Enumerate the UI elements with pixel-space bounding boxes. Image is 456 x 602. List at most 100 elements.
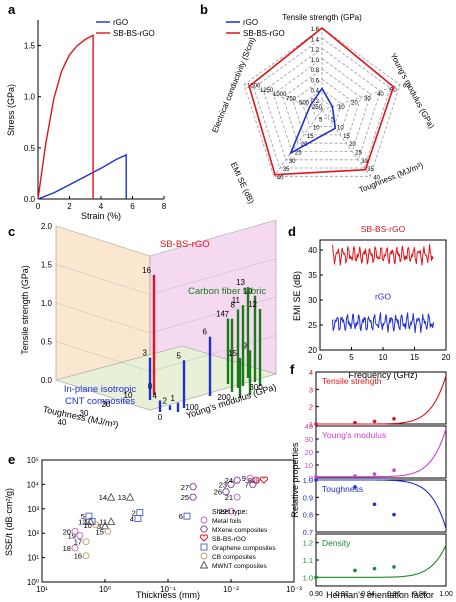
radar-tick-label: 1250 [260, 88, 274, 94]
radar-spoke [273, 109, 323, 177]
point-label-e: 15 [96, 527, 104, 536]
x-tick-label-a: 2 [67, 202, 72, 211]
radar-tick-label: 40 [277, 175, 284, 181]
bar-label-c: 8 [231, 300, 236, 309]
y-tick-label-c: 0 [158, 413, 163, 422]
point-f [372, 419, 377, 424]
y-tick-label-f: 1.0 [303, 573, 313, 582]
legend-label-e: Metal foils [212, 518, 242, 525]
bar-label-c: 5 [177, 351, 182, 360]
point-label-e: 19 [68, 532, 76, 541]
point-e-15 [104, 527, 112, 535]
y-tick-label-f: 0.9 [303, 493, 313, 502]
point-e-9 [246, 474, 254, 482]
panel-label-e: e [8, 452, 15, 467]
radar-tick-label: 10 [337, 126, 344, 132]
x-tick-label-e: 10¹ [36, 585, 48, 594]
radar-tick-label: 500 [299, 101, 310, 107]
radar-tick-label: 1.4 [311, 37, 320, 43]
point-label-e: 1 [84, 518, 88, 527]
legend-label-e: MWNT composites [212, 563, 268, 570]
point-label-e: 7 [245, 480, 249, 489]
panel-f: f Relative properties Herman's orientati… [290, 362, 453, 600]
point-label-e: 20 [63, 527, 71, 536]
radar-tick-label: 1.0 [311, 58, 320, 64]
point-label-e: 24 [225, 476, 233, 485]
point-label-e: 14 [99, 493, 107, 502]
point-e-5 [85, 512, 93, 520]
point-label-e: 27 [181, 483, 189, 492]
panel-label-d: d [288, 224, 296, 239]
y-tick-label-f: 0.7 [303, 528, 313, 537]
point-e-3 [100, 521, 110, 530]
legend-label-e: SB-BS-rGO [212, 536, 246, 543]
point-label-e: 16 [74, 552, 82, 561]
point-e-27 [189, 483, 198, 491]
radar-tick-label: 0.2 [311, 99, 320, 105]
x-tick-label-a: 8 [162, 202, 167, 211]
point-e-14 [106, 492, 116, 501]
grid-line-c [149, 219, 277, 257]
point-label-e: 25 [181, 493, 189, 502]
radar-tick-label: 1500 [247, 84, 261, 90]
point-e-23 [227, 481, 235, 488]
y-tick-label-f: 4 [309, 368, 313, 377]
x-tick-label-c: 0 [148, 382, 153, 391]
series-label-d: rGO [375, 292, 391, 302]
point-f [392, 512, 396, 517]
panel-label-c: c [8, 224, 15, 239]
radar-tick-label: 25 [295, 150, 302, 156]
axis-label-x-f: Herman's orientation factor [326, 590, 434, 600]
y-tick-label-a: 1.0 [24, 93, 36, 102]
x-tick-label-f: 0.96 [387, 591, 401, 598]
bar-label-c: 9 [243, 341, 248, 350]
legend-marker-e [200, 543, 208, 551]
bar-label-c: 7 [225, 310, 230, 319]
point-label-e: 17 [74, 538, 82, 547]
radar-grid-ring [253, 37, 391, 169]
legend-marker-e [199, 560, 209, 569]
axis-label-z-c: Tensile strength (GPa) [20, 265, 30, 355]
bar-label-c: 13 [236, 278, 245, 287]
curve-f [316, 428, 447, 478]
series-line-a-SB-BS-rGO [37, 34, 94, 200]
x-tick-label-c: 30 [80, 409, 89, 418]
x-tick-label-f: 0.94 [361, 591, 375, 598]
radar-series-SB-BS-rGO [248, 26, 395, 176]
radar-spoke [321, 109, 371, 177]
radar-tick-label: 1.2 [311, 48, 320, 54]
radar-grid-ring [282, 68, 362, 144]
x-tick-label-d: 0 [318, 353, 323, 362]
y-tick-label-e: 10⁴ [27, 480, 40, 489]
radar-tick-label: 750 [286, 96, 297, 102]
radar-tick-label: 1.6 [311, 27, 320, 33]
radar-grid-ring [311, 99, 333, 119]
radar-axis-label: EMI SE (dB) [229, 161, 256, 205]
y-tick-label-f: 40 [305, 422, 313, 431]
series-line-a-rGO [37, 153, 127, 200]
radar-tick-label: 30 [364, 96, 371, 102]
point-label-e: 11 [99, 518, 107, 527]
point-e-16 [82, 552, 90, 560]
y-tick-label-e: 10¹ [27, 554, 39, 563]
bar-label-c: 2 [163, 396, 168, 405]
point-label-e: 21 [225, 493, 233, 502]
point-label-e: 28 [252, 476, 260, 485]
bar-label-c: 6 [203, 328, 208, 337]
x-tick-label-f: 1.00 [439, 591, 453, 598]
point-e-6 [183, 512, 191, 520]
z-tick-label-c: 1.5 [41, 261, 53, 270]
panel-b: b 0.20.40.60.81.01.21.41.610203040506051… [200, 2, 436, 205]
point-e-26 [222, 488, 230, 496]
radar-grid-ring [263, 48, 381, 161]
y-tick-label-d: 20 [308, 346, 317, 355]
y-tick-label-f: 1.1 [303, 556, 313, 565]
radar-tick-label: 20 [349, 142, 356, 148]
z-tick-label-c: 0.5 [41, 338, 53, 347]
point-e-28 [259, 476, 269, 484]
point-e-25 [189, 493, 198, 501]
radar-grid-ring [302, 89, 342, 127]
curve-f [316, 479, 447, 529]
legend-label-e: Graphene composites [212, 545, 276, 552]
point-label-e: 4 [130, 515, 134, 524]
